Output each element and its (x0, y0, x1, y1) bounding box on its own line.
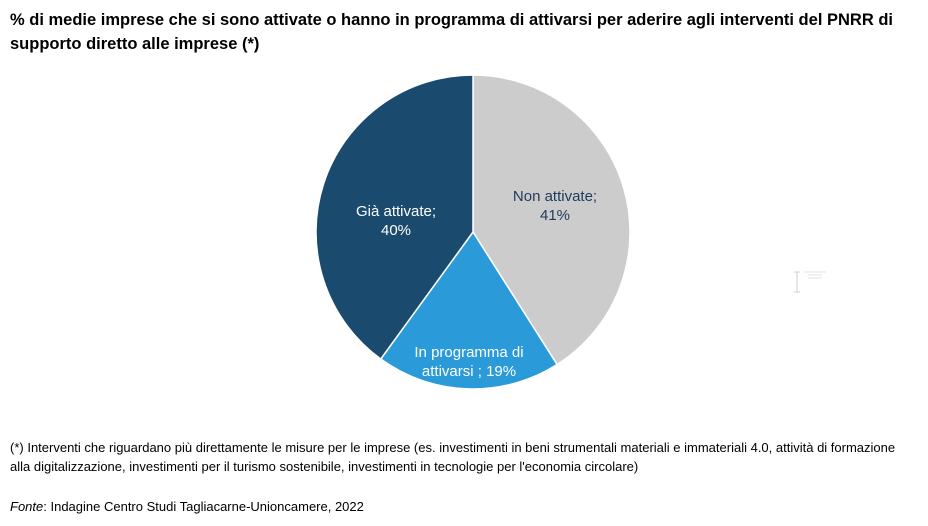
slice-in-programma (379, 230, 559, 390)
chart-title: % di medie imprese che si sono attivate … (10, 11, 893, 53)
pie-chart: Non attivate; 41% In programma di attivarsi… (0, 60, 928, 420)
pie-chart-svg: Non attivate; 41% In programma di attivarsi… (315, 74, 631, 390)
slice-gia-attivate (315, 74, 474, 361)
source-label: Fonte (10, 499, 44, 514)
footnote: (*) Interventi che riguardano più dirett… (10, 440, 896, 474)
slice-non-attivate-label: Non attivate; 41% (513, 188, 597, 224)
slice-non-attivate (472, 74, 631, 366)
slice-in-programma-label: In programma di attivarsi ; 19% (414, 344, 523, 380)
source-text: : Indagine Centro Studi Tagliacarne-Unio… (43, 499, 364, 514)
slice-gia-attivate-label: Già attivate; 40% (356, 203, 436, 239)
source-note: Fonte: Indagine Centro Studi Tagliacarne… (10, 497, 364, 516)
text-cursor-icon (792, 268, 832, 296)
